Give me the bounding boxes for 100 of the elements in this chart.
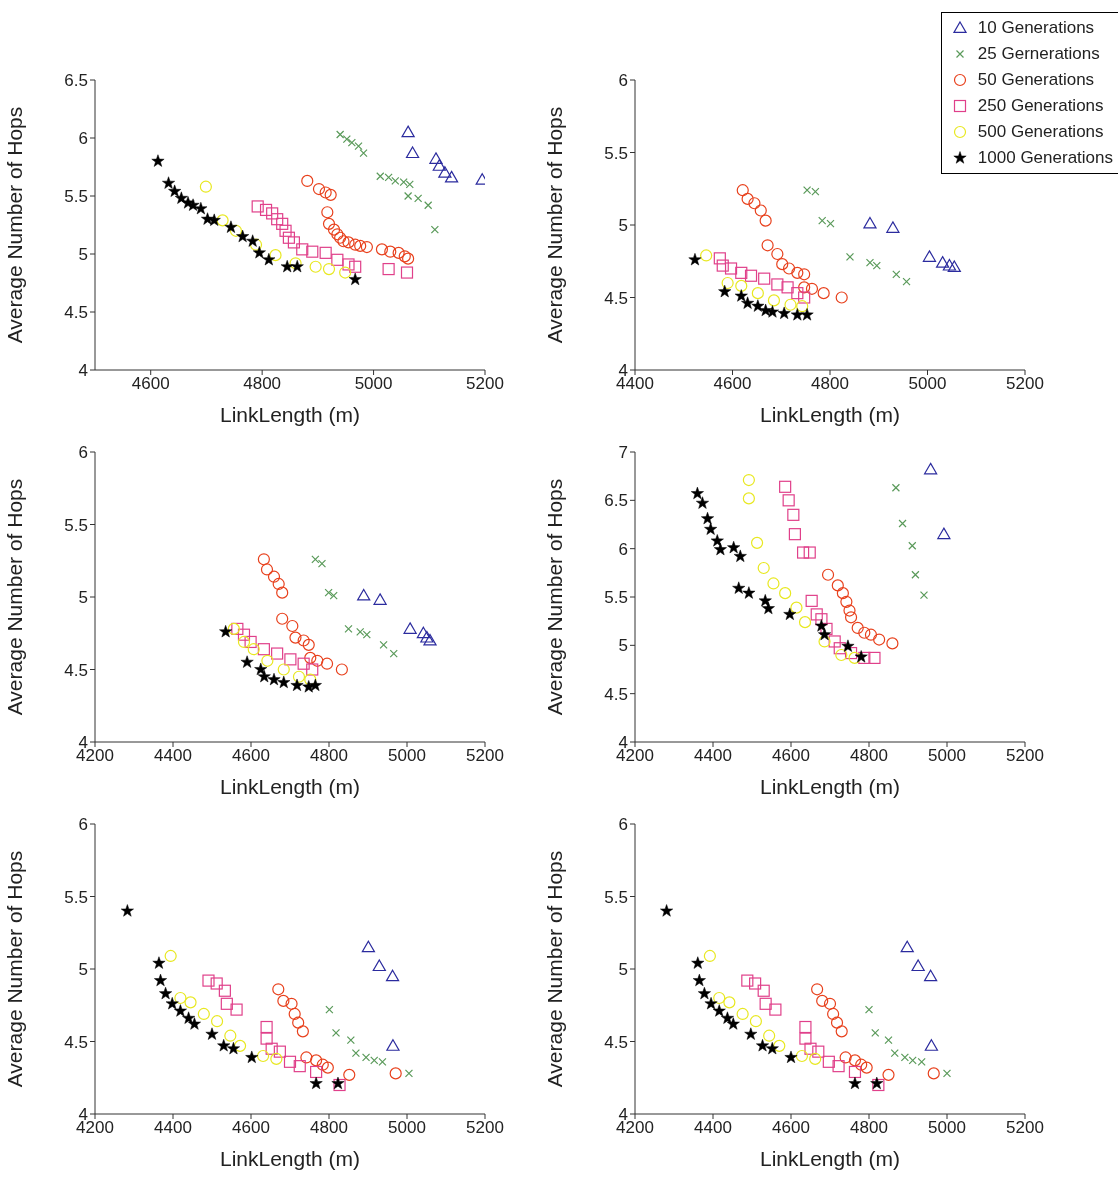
point xyxy=(269,249,282,262)
point xyxy=(831,579,844,592)
point xyxy=(923,969,938,982)
point xyxy=(324,588,333,597)
point xyxy=(227,622,240,635)
point xyxy=(375,243,389,256)
point xyxy=(297,657,310,670)
point xyxy=(782,494,795,507)
point xyxy=(942,258,957,271)
point xyxy=(763,1029,776,1042)
point xyxy=(660,904,674,917)
point xyxy=(325,1005,334,1014)
y-tick-label: 4.5 xyxy=(64,303,88,323)
point xyxy=(316,1058,329,1071)
y-tick-label: 5.5 xyxy=(604,143,628,163)
y-tick-label: 4.5 xyxy=(604,684,628,704)
point xyxy=(292,1016,305,1029)
point xyxy=(937,527,951,540)
point xyxy=(749,977,762,990)
point xyxy=(246,234,260,247)
point xyxy=(272,577,285,591)
y-tick-label: 4.5 xyxy=(604,1032,628,1052)
point xyxy=(154,973,167,987)
point xyxy=(361,940,376,953)
point xyxy=(379,640,388,649)
point xyxy=(344,624,353,633)
point xyxy=(256,1049,270,1063)
point xyxy=(804,1042,817,1055)
point xyxy=(815,613,828,626)
point xyxy=(827,1007,840,1021)
point xyxy=(384,245,397,258)
point xyxy=(331,1028,341,1037)
point xyxy=(389,1067,402,1080)
point xyxy=(400,266,414,279)
x-tick-label: 4800 xyxy=(310,1118,348,1138)
x-axis-title: LinkLength (m) xyxy=(759,403,901,426)
y-tick-label: 6 xyxy=(78,443,88,463)
y-tick-label: 4.5 xyxy=(64,660,88,680)
point xyxy=(890,1049,899,1058)
point xyxy=(306,245,319,258)
point xyxy=(782,262,796,275)
point xyxy=(742,473,755,487)
point xyxy=(174,991,187,1005)
point xyxy=(297,634,310,647)
point xyxy=(712,1004,726,1017)
point xyxy=(319,246,332,259)
point xyxy=(851,621,864,635)
point xyxy=(841,639,855,652)
point xyxy=(329,591,338,600)
point xyxy=(385,969,400,982)
point xyxy=(301,174,314,188)
point xyxy=(799,1020,812,1034)
point xyxy=(823,997,837,1010)
point xyxy=(886,637,899,650)
point xyxy=(424,201,433,210)
point xyxy=(151,154,165,167)
point xyxy=(260,1020,273,1034)
x-tick-label: 4600 xyxy=(772,746,810,766)
x-tick-label: 4600 xyxy=(131,374,170,394)
point xyxy=(713,991,726,1005)
point xyxy=(236,229,250,243)
point xyxy=(416,626,431,639)
point xyxy=(835,291,848,304)
point xyxy=(923,462,938,475)
y-tick-label: 6.5 xyxy=(64,71,88,91)
x-axis-title: LinkLength (m) xyxy=(219,1147,361,1170)
y-tick-label: 5.5 xyxy=(64,515,88,535)
point xyxy=(790,601,803,614)
point xyxy=(359,148,368,158)
point xyxy=(871,1028,880,1037)
point xyxy=(286,619,299,633)
point xyxy=(935,256,950,268)
point xyxy=(864,1005,874,1014)
point xyxy=(405,146,420,159)
point xyxy=(237,628,251,641)
legend-label: 10 Generations xyxy=(977,18,1095,38)
point xyxy=(927,1067,940,1080)
point xyxy=(692,973,706,987)
point xyxy=(749,1015,762,1028)
point xyxy=(349,238,362,251)
y-tick-label: 5 xyxy=(78,960,88,980)
point xyxy=(229,224,243,237)
x-axis-title: LinkLength (m) xyxy=(759,1147,901,1170)
point xyxy=(741,192,754,205)
point xyxy=(697,986,711,1000)
point xyxy=(277,994,290,1007)
point xyxy=(343,1068,356,1081)
x-tick-label: 4800 xyxy=(850,746,888,766)
point xyxy=(300,1051,313,1064)
point xyxy=(194,202,208,215)
point xyxy=(734,289,748,302)
point xyxy=(342,135,351,144)
point xyxy=(860,1061,873,1074)
point xyxy=(835,1025,848,1038)
point xyxy=(346,1035,355,1045)
point xyxy=(713,542,727,556)
point xyxy=(947,260,961,273)
point xyxy=(373,593,387,605)
point xyxy=(796,300,809,313)
point xyxy=(261,654,274,667)
